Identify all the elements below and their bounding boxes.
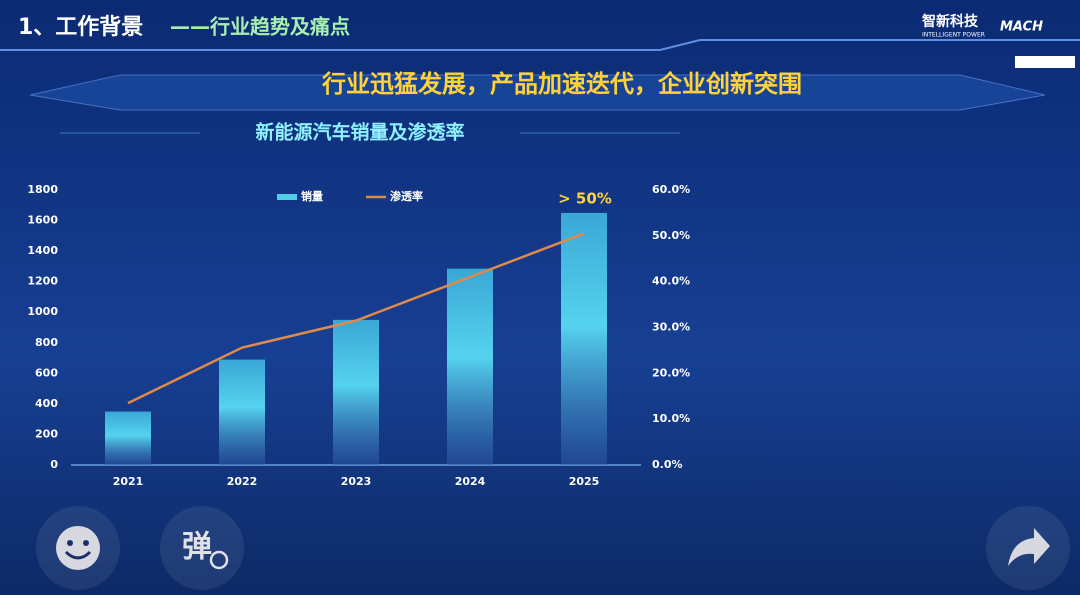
header-stripes bbox=[1015, 56, 1075, 68]
danmaku-button[interactable]: 弹 bbox=[182, 530, 212, 565]
y-tick-label: 1000 bbox=[27, 305, 58, 318]
brand-logo: MACH bbox=[1000, 20, 1043, 35]
y2-tick-label: 60.0% bbox=[652, 183, 690, 196]
y2-tick-label: 0.0% bbox=[652, 458, 683, 471]
y-tick-label: 1400 bbox=[27, 244, 58, 257]
y2-tick-label: 40.0% bbox=[652, 275, 690, 288]
danmaku-off-icon bbox=[209, 550, 229, 570]
header-line bbox=[0, 39, 1080, 51]
banner-frame bbox=[29, 74, 1046, 111]
x-tick-label: 2021 bbox=[113, 475, 144, 488]
chart-title: 新能源汽车销量及渗透率 bbox=[255, 121, 464, 144]
annotation: > 50% bbox=[558, 190, 612, 208]
y2-tick-label: 20.0% bbox=[652, 366, 690, 379]
y-tick-label: 200 bbox=[35, 427, 58, 440]
brand: 智新科技 bbox=[921, 13, 979, 30]
chart: 0 200 400 600 800 1000 1200 1400 1600 1800 0.0% 10.… bbox=[27, 183, 690, 488]
y-tick-label: 600 bbox=[35, 366, 58, 379]
bar bbox=[447, 268, 493, 465]
y-tick-label: 400 bbox=[35, 397, 58, 410]
banner: 行业迅猛发展，产品加速迭代，企业创新突围 bbox=[321, 70, 802, 98]
bar bbox=[333, 319, 379, 465]
x-tick-label: 2025 bbox=[569, 475, 600, 488]
emoji-button[interactable] bbox=[56, 526, 100, 570]
danmaku-button-bg[interactable] bbox=[160, 506, 244, 590]
x-tick-label: 2024 bbox=[455, 475, 486, 488]
bar bbox=[105, 411, 151, 465]
legend-swatch bbox=[277, 194, 297, 200]
y-tick-label: 800 bbox=[35, 336, 58, 349]
bar bbox=[561, 212, 607, 465]
legend-label: 销量 bbox=[301, 189, 323, 203]
x-tick-label: 2023 bbox=[341, 475, 372, 488]
y-tick-label: 0 bbox=[50, 458, 58, 471]
x-tick-label: 2022 bbox=[227, 475, 258, 488]
y-tick-label: 1200 bbox=[27, 275, 58, 288]
emoji-eye bbox=[83, 540, 89, 546]
brand-tagline: INTELLIGENT POWER bbox=[922, 32, 985, 39]
y-tick-label: 1800 bbox=[27, 183, 58, 196]
header-subtitle: ——行业趋势及痛点 bbox=[170, 15, 350, 39]
y2-tick-label: 30.0% bbox=[652, 321, 690, 334]
bar bbox=[219, 359, 265, 465]
y2-tick-label: 10.0% bbox=[652, 412, 690, 425]
y2-tick-label: 50.0% bbox=[652, 229, 690, 242]
share-button[interactable] bbox=[1008, 528, 1050, 566]
emoji-eye bbox=[67, 540, 73, 546]
emoji-mouth bbox=[64, 550, 92, 560]
y-tick-label: 1600 bbox=[27, 214, 58, 227]
line bbox=[127, 232, 585, 405]
header-title: 1、工作背景 bbox=[18, 15, 143, 40]
legend-label: 渗透率 bbox=[390, 189, 423, 203]
